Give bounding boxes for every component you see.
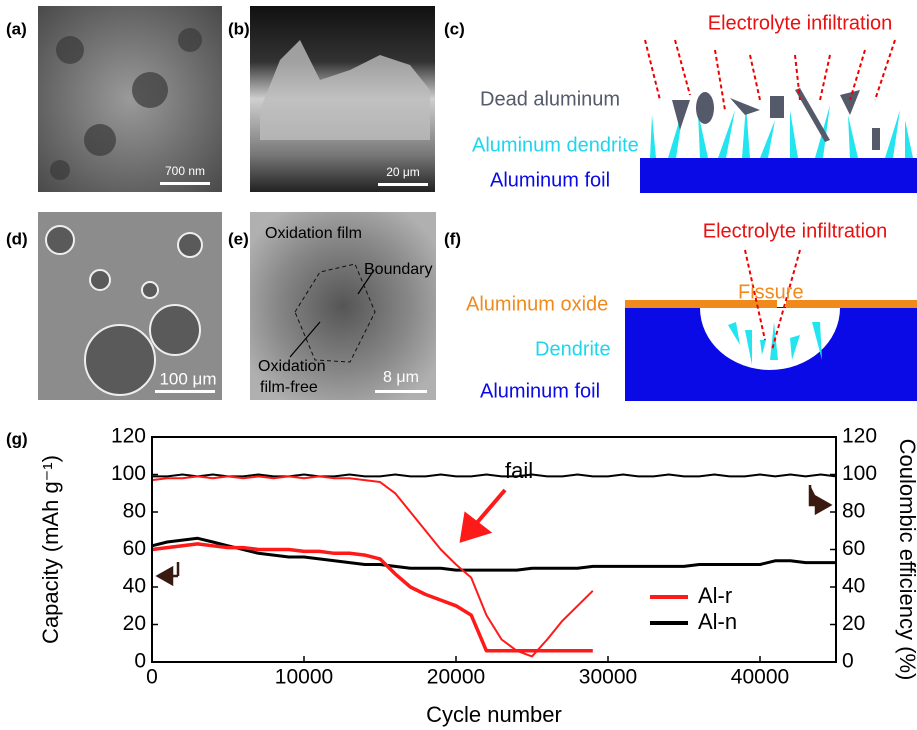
annotation: Dendrite <box>535 338 611 360</box>
annotation: Dead aluminum <box>480 88 620 110</box>
pointer <box>289 269 375 358</box>
panel-label: (d) <box>6 229 28 248</box>
texture <box>45 225 203 396</box>
scale-bar <box>155 390 215 393</box>
panel-label: (g) <box>6 429 28 448</box>
annotation: Aluminum foil <box>480 380 600 402</box>
infiltration-arrows <box>744 249 801 351</box>
annotation: Aluminum foil <box>490 169 610 191</box>
y2-tick-label: 100 <box>842 462 877 485</box>
y-axis-label: Capacity (mAh g⁻¹) <box>38 455 63 644</box>
sem-image <box>250 212 436 400</box>
fail-arrow <box>459 488 507 543</box>
x-tick-label: 40000 <box>731 666 789 689</box>
panel-label: (c) <box>444 19 465 38</box>
data-line <box>152 473 837 478</box>
y-tick-label: 20 <box>123 612 146 635</box>
annotation: Oxidation <box>258 358 326 375</box>
annotation: film-free <box>260 379 318 396</box>
infiltration-arrows <box>644 39 896 111</box>
oxide <box>786 300 917 308</box>
y2-tick-label: 120 <box>842 425 877 448</box>
y-tick-label: 60 <box>123 537 146 560</box>
y2-tick-label: 20 <box>842 612 865 635</box>
y2-axis-label: Coulombic efficiency (%) <box>895 439 917 681</box>
panel-label: (f) <box>444 229 461 248</box>
y-tick-label: 100 <box>111 462 146 485</box>
y-tick-label: 0 <box>134 650 146 673</box>
legend-label: Al-n <box>698 609 737 634</box>
y-tick-label: 80 <box>123 500 146 523</box>
boundary-line <box>294 263 376 363</box>
panel-label: (e) <box>228 229 249 248</box>
plot-frame <box>151 436 837 663</box>
y2-tick-label: 60 <box>842 537 865 560</box>
annotation: Aluminum dendrite <box>472 134 639 156</box>
data-line <box>151 536 836 572</box>
scale-bar <box>160 182 210 185</box>
annotation: Boundary <box>364 261 433 278</box>
annotation: fail <box>505 458 533 483</box>
x-tick-label: 20000 <box>427 666 485 689</box>
x-tick-label: 0 <box>146 666 158 689</box>
annotation: Electrolyte infiltration <box>703 220 888 242</box>
dendrites <box>650 105 913 158</box>
annotation: Fissure <box>738 281 804 303</box>
annotation: Electrolyte infiltration <box>708 12 893 34</box>
y2-tick-label: 40 <box>842 575 865 598</box>
x-axis-label: Cycle number <box>426 702 562 727</box>
x-tick-label: 30000 <box>579 666 637 689</box>
scale-label: 20 μm <box>386 165 420 179</box>
texture <box>260 40 430 140</box>
data-line <box>151 542 593 653</box>
y2-tick-label: 0 <box>842 650 854 673</box>
x-tick-label: 10000 <box>275 666 333 689</box>
panel-label: (b) <box>228 19 250 38</box>
scale-label: 700 nm <box>165 164 205 178</box>
scale-label: 100 μm <box>159 369 216 388</box>
scale-bar <box>375 390 427 393</box>
annotation: Aluminum oxide <box>466 293 608 315</box>
annotation: Oxidation film <box>265 225 362 242</box>
axis-arrow <box>808 485 833 516</box>
chart: 0 10000 20000 30000 40000 0 20 40 60 80 100 120 0 20 4… <box>38 425 917 727</box>
panel-label: (a) <box>6 19 27 38</box>
data-line <box>151 475 594 658</box>
legend-label: Al-r <box>698 583 732 608</box>
y-tick-label: 40 <box>123 575 146 598</box>
sem-frame: Oxidation film Boundary Oxidation film-f… <box>250 212 436 400</box>
scale-bar <box>378 183 428 186</box>
axis-arrow <box>155 562 180 587</box>
y-tick-label: 120 <box>111 425 146 448</box>
foil <box>640 158 917 193</box>
oxide <box>625 300 777 308</box>
dead-aluminum <box>672 88 880 150</box>
scale-label: 8 μm <box>383 369 419 386</box>
y2-tick-label: 80 <box>842 500 865 523</box>
texture <box>50 28 202 180</box>
